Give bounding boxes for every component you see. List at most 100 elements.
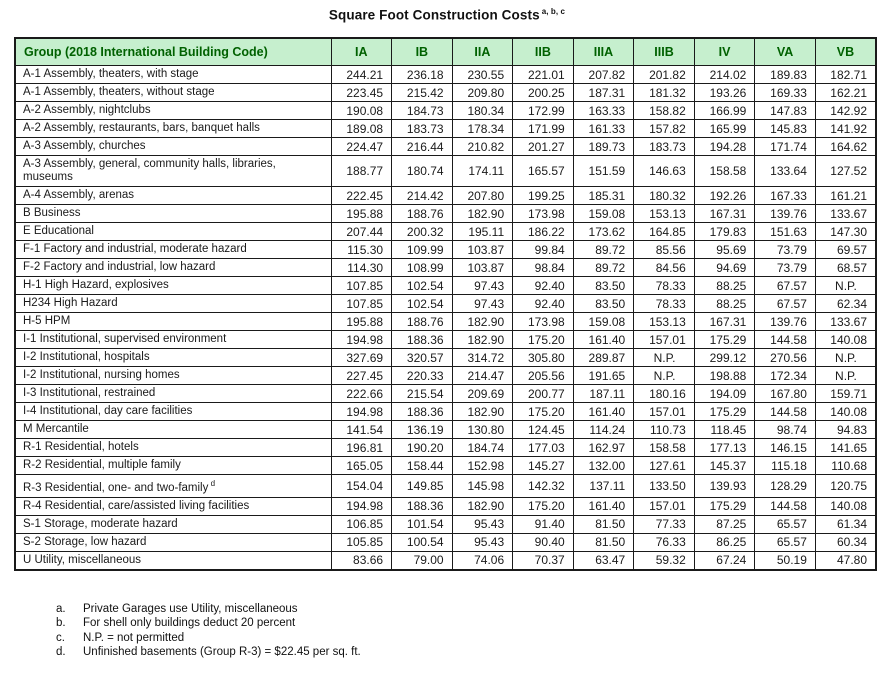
cost-cell: 224.47 <box>330 137 393 156</box>
table-row: R-4 Residential, care/assisted living fa… <box>14 496 877 516</box>
cost-cell: 101.54 <box>391 514 453 534</box>
cost-cell: N.P. <box>814 276 877 295</box>
group-cell: H-1 High Hazard, explosives <box>14 276 332 295</box>
cost-cell: 142.32 <box>512 474 574 498</box>
group-cell: I-2 Institutional, nursing homes <box>14 366 332 385</box>
cost-cell: 158.44 <box>391 456 453 475</box>
cost-cell: 190.20 <box>391 438 453 457</box>
cost-cell: 161.21 <box>814 186 877 205</box>
construction-type-header: IIB <box>512 37 574 66</box>
cost-cell: 81.50 <box>572 532 635 552</box>
group-cell: A-1 Assembly, theaters, with stage <box>14 65 332 84</box>
footnote-line: a. Private Garages use Utility, miscellan… <box>56 602 894 617</box>
header-row: Group (2018 International Building Code)… <box>14 37 877 66</box>
cost-cell: 236.18 <box>391 65 453 84</box>
cost-cell: 107.85 <box>330 294 393 313</box>
cost-cell: 177.13 <box>693 438 756 457</box>
cost-cell: 69.57 <box>814 240 877 259</box>
footnote-marker: c. <box>56 631 65 644</box>
cost-cell: 165.99 <box>693 119 756 138</box>
cost-cell: 133.64 <box>754 155 816 187</box>
cost-cell: 153.13 <box>633 312 695 331</box>
construction-type-header: IIIB <box>633 37 695 66</box>
cost-cell: 147.83 <box>754 101 816 120</box>
cost-cell: 163.33 <box>572 101 635 120</box>
cost-cell: 89.72 <box>572 258 635 277</box>
cost-cell: 159.71 <box>814 384 877 403</box>
cost-cell: 98.84 <box>512 258 574 277</box>
cost-cell: 207.44 <box>330 222 393 241</box>
cost-cell: 83.50 <box>572 276 635 295</box>
cost-cell: 95.43 <box>451 532 514 552</box>
cost-cell: 227.45 <box>330 366 393 385</box>
group-cell: U Utility, miscellaneous <box>14 550 332 571</box>
cost-cell: 161.40 <box>572 496 635 516</box>
table-row: A-1 Assembly, theaters, without stage 223… <box>14 83 877 102</box>
cost-cell: 157.01 <box>633 402 695 421</box>
cost-cell: 157.01 <box>633 330 695 349</box>
cost-cell: 195.88 <box>330 204 393 223</box>
cost-cell: 193.26 <box>693 83 756 102</box>
construction-costs-table: Group (2018 International Building Code)… <box>14 36 877 571</box>
cost-cell: 60.34 <box>814 532 877 552</box>
cost-cell: 184.73 <box>391 101 453 120</box>
group-cell: R-1 Residential, hotels <box>14 438 332 457</box>
cost-cell: 180.74 <box>391 155 453 187</box>
cost-cell: 182.90 <box>451 496 514 516</box>
cost-cell: 175.29 <box>693 330 756 349</box>
cost-cell: 63.47 <box>572 550 635 571</box>
cost-cell: 171.99 <box>512 119 574 138</box>
cost-cell: 98.74 <box>754 420 816 439</box>
cost-cell: 140.08 <box>814 330 877 349</box>
footnote-text: N.P. = not permitted <box>83 631 185 644</box>
table-row: A-2 Assembly, nightclubs 190.08 184.73 180.… <box>14 101 877 120</box>
cost-cell: 149.85 <box>391 474 453 498</box>
cost-cell: 171.74 <box>754 137 816 156</box>
cost-cell: 68.57 <box>814 258 877 277</box>
cost-cell: 201.27 <box>512 137 574 156</box>
group-cell: H-5 HPM <box>14 312 332 331</box>
cost-cell: 188.76 <box>391 312 453 331</box>
cost-cell: 86.25 <box>693 532 756 552</box>
cost-cell: 175.20 <box>512 402 574 421</box>
cost-cell: 127.52 <box>814 155 877 187</box>
table-row: U Utility, miscellaneous 83.66 79.00 74.06 7… <box>14 550 877 571</box>
cost-cell: 102.54 <box>391 276 453 295</box>
page-title: Square Foot Construction Costs a, b, c <box>0 0 894 23</box>
cost-cell: 152.98 <box>451 456 514 475</box>
construction-type-header: IA <box>330 37 393 66</box>
cost-cell: 88.25 <box>693 276 756 295</box>
cost-cell: 146.15 <box>754 438 816 457</box>
group-cell: F-1 Factory and industrial, moderate haz… <box>14 240 332 259</box>
cost-cell: 100.54 <box>391 532 453 552</box>
cost-cell: 107.85 <box>330 276 393 295</box>
group-column-header: Group (2018 International Building Code) <box>14 37 332 66</box>
cost-cell: N.P. <box>814 348 877 367</box>
cost-cell: 103.87 <box>451 240 514 259</box>
cost-cell: 214.47 <box>451 366 514 385</box>
cost-cell: 144.58 <box>754 496 816 516</box>
cost-cell: 194.98 <box>330 402 393 421</box>
cost-cell: 223.45 <box>330 83 393 102</box>
cost-cell: 174.11 <box>451 155 514 187</box>
cost-cell: 182.90 <box>451 204 514 223</box>
cost-cell: 88.25 <box>693 294 756 313</box>
table-row: A-1 Assembly, theaters, with stage 244.21… <box>14 65 877 84</box>
cost-cell: 110.68 <box>814 456 877 475</box>
cost-cell: 188.36 <box>391 402 453 421</box>
cost-cell: 92.40 <box>512 294 574 313</box>
cost-cell: 305.80 <box>512 348 574 367</box>
cost-cell: 47.80 <box>814 550 877 571</box>
cost-cell: 139.76 <box>754 204 816 223</box>
cost-cell: 62.34 <box>814 294 877 313</box>
cost-cell: 95.69 <box>693 240 756 259</box>
table-row: I-3 Institutional, restrained 222.66 215.5… <box>14 384 877 403</box>
group-cell: R-3 Residential, one- and two-family d <box>14 474 332 498</box>
cost-cell: 182.90 <box>451 330 514 349</box>
table-row: I-2 Institutional, hospitals 327.69 320.57… <box>14 348 877 367</box>
group-cell: R-2 Residential, multiple family <box>14 456 332 475</box>
group-cell: B Business <box>14 204 332 223</box>
cost-cell: 84.56 <box>633 258 695 277</box>
cost-cell: 175.29 <box>693 496 756 516</box>
group-cell: A-3 Assembly, churches <box>14 137 332 156</box>
